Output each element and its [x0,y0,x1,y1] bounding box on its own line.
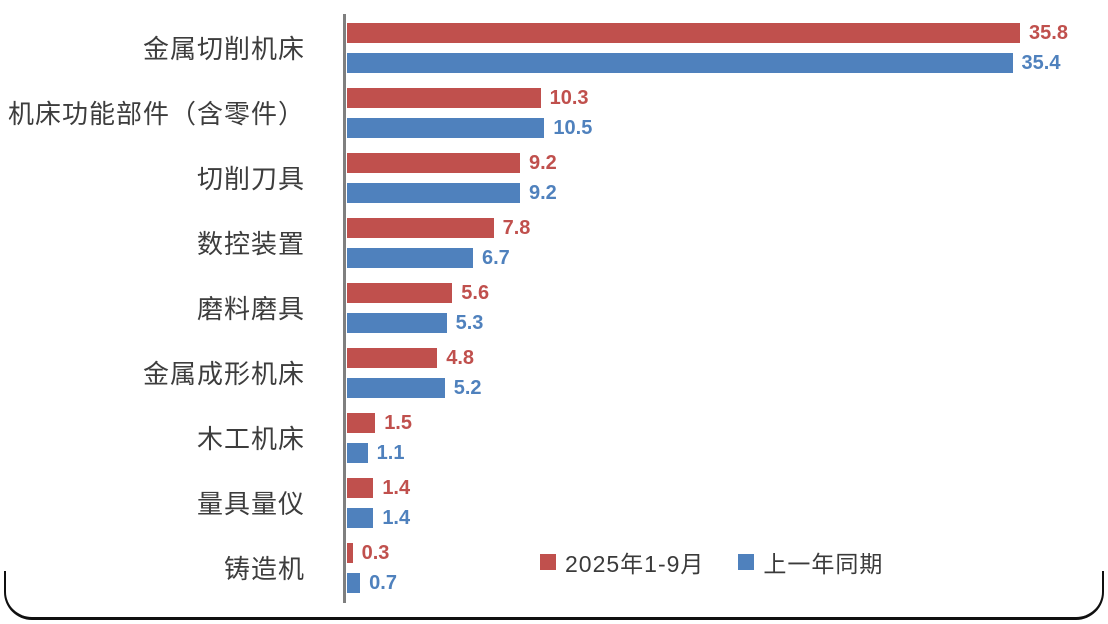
value-label-current: 4.8 [446,346,475,369]
bar-group: 4.8 5.2 [347,340,1108,405]
bar-line-previous: 1.1 [347,441,1108,464]
bar-line-previous: 9.2 [347,181,1108,204]
chart-row: 磨料磨具 5.6 5.3 [0,275,1108,340]
chart-row: 机床功能部件（含零件） 10.3 10.5 [0,80,1108,145]
category-label: 量具量仪 [196,489,305,519]
bar-line-previous: 0.7 [347,571,1108,594]
value-label-current: 7.8 [502,216,531,239]
value-label-previous: 5.2 [453,376,482,399]
bar-line-previous: 5.2 [347,376,1108,399]
bar-line-previous: 10.5 [347,116,1108,139]
value-label-current: 1.4 [382,476,411,499]
chart-row: 木工机床 1.5 1.1 [0,405,1108,470]
bar-current-period [347,152,520,173]
bar-line-current: 5.6 [347,281,1108,304]
bar-current-period [347,87,541,108]
bar-line-current: 10.3 [347,86,1108,109]
value-label-previous: 10.5 [553,116,593,139]
category-label: 金属切削机床 [142,34,305,64]
category-label: 机床功能部件（含零件） [7,99,305,129]
bar-previous-period [347,117,545,138]
value-label-previous: 0.7 [369,571,397,594]
category-label: 切削刀具 [196,164,305,194]
bar-current-period [347,347,438,368]
bar-current-period [347,282,453,303]
value-label-previous: 1.1 [376,441,405,464]
category-label: 金属成形机床 [142,359,305,389]
value-label-current: 1.5 [384,411,412,434]
value-label-current: 9.2 [528,151,557,174]
bar-line-current: 9.2 [347,151,1108,174]
bar-group: 7.8 6.7 [347,210,1108,275]
bar-group: 0.3 0.7 [347,535,1108,600]
bar-group: 10.3 10.5 [347,80,1108,145]
bar-group: 9.2 9.2 [347,145,1108,210]
chart-row: 数控装置 7.8 6.7 [0,210,1108,275]
bar-line-previous: 35.4 [347,51,1108,74]
value-label-previous: 9.2 [528,181,557,204]
bar-previous-period [347,312,447,333]
bar-previous-period [347,52,1013,73]
value-label-previous: 5.3 [455,311,484,334]
chart-row: 金属切削机床 35.8 35.4 [0,15,1108,80]
value-label-previous: 1.4 [382,506,411,529]
bar-line-previous: 1.4 [347,506,1108,529]
category-label: 数控装置 [196,229,305,259]
bar-group: 35.8 35.4 [347,15,1108,80]
bar-group: 5.6 5.3 [347,275,1108,340]
category-label: 木工机床 [196,424,305,454]
legend-label-current-period: 2025年1-9月 [565,551,705,577]
bar-line-current: 35.8 [347,21,1108,44]
bar-current-period [347,412,376,433]
bar-current-period [347,542,353,563]
category-label: 铸造机 [223,554,305,584]
value-label-previous: 6.7 [481,246,510,269]
bar-previous-period [347,442,368,463]
bar-group: 1.4 1.4 [347,470,1108,535]
chart-rows: 金属切削机床 35.8 35.4 机床功能部件（含零件） 10.3 10.5 [0,15,1108,600]
bar-current-period [347,22,1021,43]
category-label: 磨料磨具 [196,294,305,324]
value-label-current: 10.3 [549,86,589,109]
bar-current-period [347,477,374,498]
bar-line-current: 1.4 [347,476,1108,499]
legend-marker-red-icon [540,554,556,570]
y-axis-line [343,14,346,603]
legend-label-previous-period: 上一年同期 [763,551,884,577]
bar-line-current: 7.8 [347,216,1108,239]
bar-line-current: 1.5 [347,411,1108,434]
chart-row: 切削刀具 9.2 9.2 [0,145,1108,210]
value-label-current: 35.8 [1029,21,1068,44]
value-label-previous: 35.4 [1021,51,1061,74]
bar-previous-period [347,377,445,398]
legend-item-current-period: 2025年1-9月 [540,545,704,579]
chart-row: 金属成形机床 4.8 5.2 [0,340,1108,405]
bar-line-previous: 6.7 [347,246,1108,269]
bar-previous-period [347,507,374,528]
bar-previous-period [347,182,520,203]
bar-group: 1.5 1.1 [347,405,1108,470]
chart-row: 铸造机 0.3 0.7 [0,535,1108,600]
legend-marker-blue-icon [738,554,755,570]
bar-current-period [347,217,494,238]
value-label-current: 0.3 [361,541,390,564]
value-label-current: 5.6 [461,281,490,304]
bar-line-previous: 5.3 [347,311,1108,334]
legend: 2025年1-9月 上一年同期 [540,545,883,579]
bar-previous-period [347,572,361,593]
chart-row: 量具量仪 1.4 1.4 [0,470,1108,535]
bar-line-current: 4.8 [347,346,1108,369]
bar-line-current: 0.3 [347,541,1108,564]
legend-item-previous-period: 上一年同期 [738,545,883,579]
bar-previous-period [347,247,473,268]
